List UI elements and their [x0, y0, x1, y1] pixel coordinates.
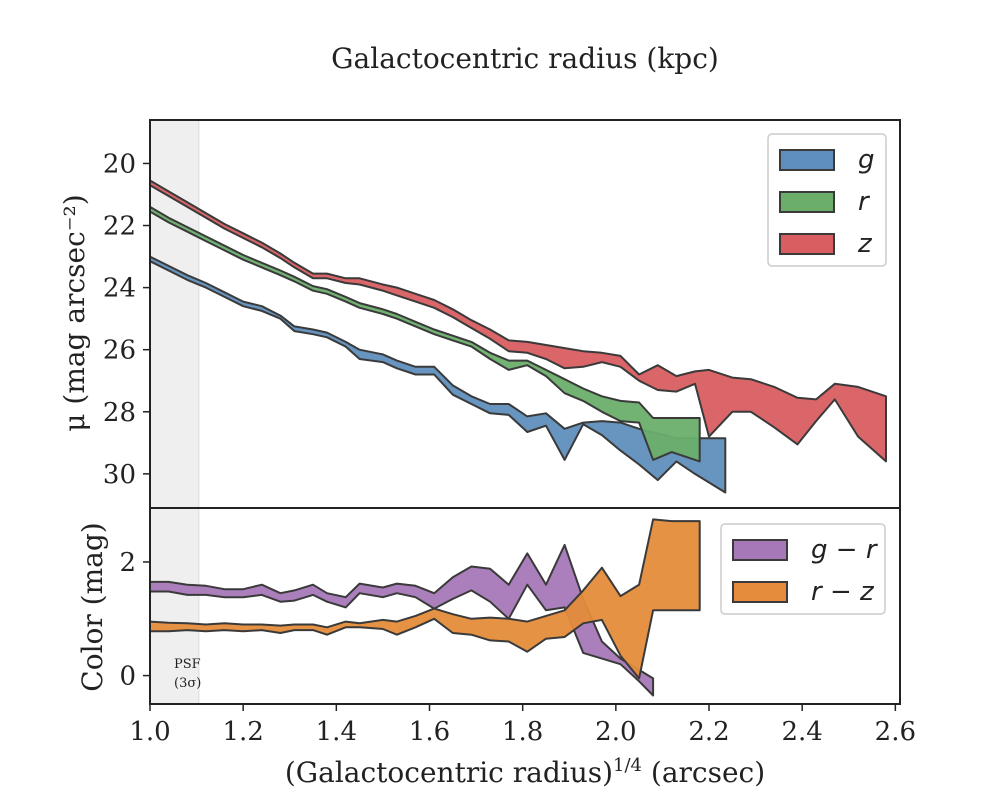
- data-series: [150, 179, 887, 697]
- xtick-label-4: 1.8: [502, 717, 543, 747]
- series-band-rz: [150, 518, 701, 680]
- ytick-label-top-24: 24: [103, 274, 136, 304]
- xtick-label-6: 2.2: [688, 717, 729, 747]
- psf-annotation-line2: (3σ): [174, 676, 201, 691]
- ytick-label-top-28: 28: [103, 398, 136, 428]
- series-band-r: [150, 205, 701, 463]
- psf-shaded-region-1: [150, 508, 199, 704]
- xtick-label-5: 2.0: [595, 717, 636, 747]
- legend-swatch-r: [779, 191, 835, 213]
- ytick-label-top-30: 30: [103, 460, 136, 490]
- ytick-label-top-22: 22: [103, 212, 136, 242]
- legend-swatch-gr: [732, 539, 788, 561]
- legend-swatch-z: [779, 233, 835, 255]
- xtick-label-8: 2.6: [875, 717, 916, 747]
- legend-label-r: r: [858, 187, 871, 217]
- xtick-label-7: 2.4: [781, 717, 822, 747]
- bottom-axis-label: (Galactocentric radius)1/4 (arcsec): [285, 755, 765, 789]
- ytick-label-top-26: 26: [103, 336, 136, 366]
- legend-label-rz: r − z: [811, 577, 875, 607]
- psf-shaded-region-0: [150, 120, 199, 508]
- series-band-g: [150, 255, 727, 494]
- series-band-z: [150, 179, 887, 463]
- series-band-gr: [150, 543, 655, 697]
- xtick-label-2: 1.4: [316, 717, 357, 747]
- legend-swatch-rz: [732, 581, 788, 603]
- top-panel-ylabel: μ (mag arcsec⁻²): [58, 194, 91, 431]
- bottom-panel-ylabel: Color (mag): [76, 522, 109, 691]
- bottom-panel-frame: [149, 507, 901, 705]
- ytick-label-top-20: 20: [103, 149, 136, 179]
- psf-shaded-regions: [150, 120, 200, 704]
- legend-swatch-g: [779, 149, 835, 171]
- xtick-label-0: 1.0: [129, 717, 170, 747]
- xtick-label-1: 1.2: [222, 717, 263, 747]
- legend-label-g: g: [858, 145, 875, 175]
- legend-label-z: z: [857, 229, 873, 259]
- psf-annotation-line1: PSF: [174, 657, 201, 672]
- xtick-label-3: 1.6: [409, 717, 450, 747]
- legend-label-gr: g − r: [811, 535, 879, 565]
- legends: grz g − r r − z: [720, 133, 887, 615]
- axes: 20 22 24 26 28 30 0 2 1.0 1.2 1.4 1.6 1.8 2.0 2.2 2.4 2.…: [103, 119, 916, 747]
- top-axis-label: Galactocentric radius (kpc): [331, 42, 719, 75]
- ytick-label-bottom-2: 2: [119, 548, 136, 578]
- ytick-label-bottom-0: 0: [119, 662, 136, 692]
